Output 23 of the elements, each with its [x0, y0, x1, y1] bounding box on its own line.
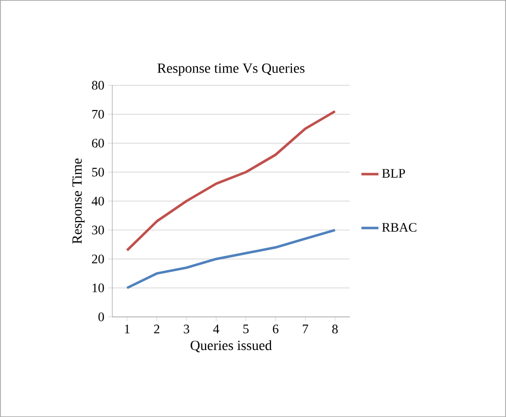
- line-series: [126, 110, 336, 252]
- x-tick-label: 3: [184, 324, 190, 334]
- y-tick-label: 60: [92, 138, 104, 148]
- y-tick-label: 0: [98, 312, 104, 322]
- x-tick-label: 2: [154, 324, 160, 334]
- y-tick-label: 70: [92, 110, 104, 119]
- x-tick-label: 7: [302, 324, 308, 334]
- legend-label: RBAC: [382, 222, 416, 232]
- x-tick-label: 1: [124, 324, 130, 334]
- y-tick-label: 50: [92, 168, 104, 176]
- x-tick-label: 4: [213, 324, 220, 334]
- y-tick-label: 30: [92, 226, 104, 234]
- x-tick-label: 8: [332, 324, 338, 334]
- x-tick-label: 6: [272, 324, 278, 334]
- y-tick-label: 10: [92, 283, 104, 292]
- x-tick-label: 5: [243, 324, 249, 334]
- x-axis-title: Queries issued: [190, 340, 272, 352]
- y-axis-title: Response Time: [72, 158, 85, 244]
- legend-label: BLP: [382, 169, 405, 178]
- y-tick-label: 80: [92, 80, 104, 90]
- chart-title: Response time Vs Queries: [157, 63, 304, 76]
- y-tick-label: 20: [92, 254, 104, 264]
- y-tick-label: 40: [92, 196, 104, 206]
